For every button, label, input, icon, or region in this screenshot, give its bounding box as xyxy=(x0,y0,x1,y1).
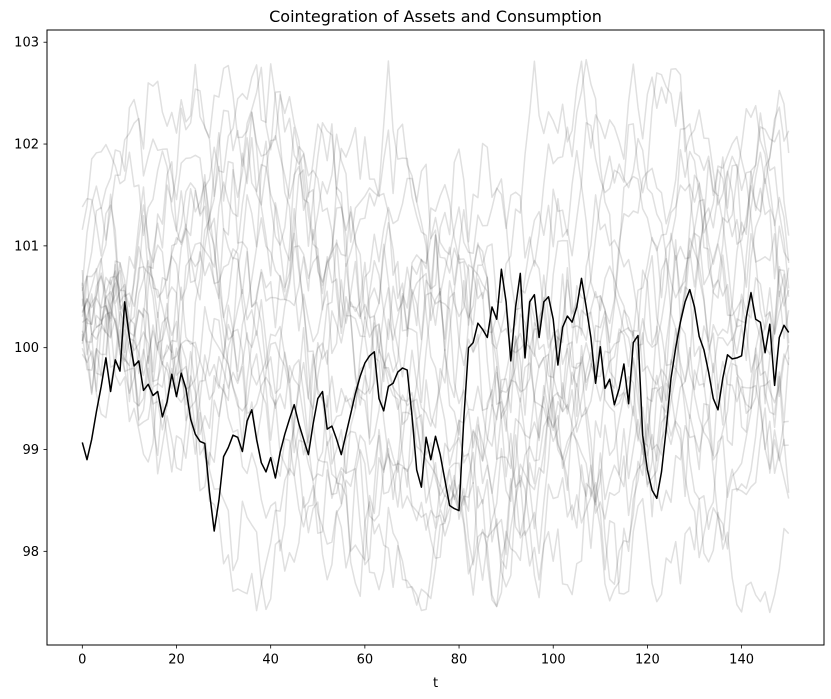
background-series xyxy=(81,89,790,566)
background-series xyxy=(81,58,790,550)
background-series xyxy=(81,104,790,503)
x-tick-label: 80 xyxy=(451,653,468,668)
x-tick-label: 20 xyxy=(168,653,185,668)
axes-group: 0 20 40 60 80 100 120 140 98 99 100 101 102 103 xyxy=(14,29,825,668)
background-series xyxy=(81,60,790,561)
chart-title: Cointegration of Assets and Consumption xyxy=(269,7,602,26)
background-series xyxy=(81,178,790,611)
background-series xyxy=(81,270,790,614)
background-series xyxy=(81,234,790,559)
background-series xyxy=(81,161,790,612)
main-series xyxy=(81,268,790,532)
x-tick-label: 100 xyxy=(541,653,566,668)
background-series xyxy=(81,66,790,608)
background-series xyxy=(81,94,790,596)
background-series xyxy=(81,194,790,552)
y-tick-label: 99 xyxy=(22,443,39,458)
x-axis-label: t xyxy=(433,676,438,691)
background-series-group xyxy=(81,58,790,614)
background-series xyxy=(81,177,790,499)
background-series xyxy=(81,63,790,488)
x-tick-label: 40 xyxy=(262,653,279,668)
y-tick-label: 100 xyxy=(14,341,39,356)
y-tick-label: 103 xyxy=(14,36,39,51)
background-series xyxy=(81,149,790,453)
x-tick-label: 60 xyxy=(357,653,374,668)
background-series xyxy=(81,126,790,555)
y-tick-label: 98 xyxy=(22,545,39,560)
background-series xyxy=(81,64,789,494)
plot-border xyxy=(46,29,825,646)
main-series-group xyxy=(81,268,790,532)
y-tick-label: 101 xyxy=(14,239,39,254)
background-series xyxy=(81,143,790,518)
y-tick-label: 102 xyxy=(14,138,39,153)
background-series xyxy=(81,60,790,436)
x-tick-label: 140 xyxy=(729,653,754,668)
background-series xyxy=(81,72,790,588)
x-tick-label: 0 xyxy=(78,653,86,668)
background-series xyxy=(81,182,789,608)
x-tick-label: 120 xyxy=(635,653,660,668)
